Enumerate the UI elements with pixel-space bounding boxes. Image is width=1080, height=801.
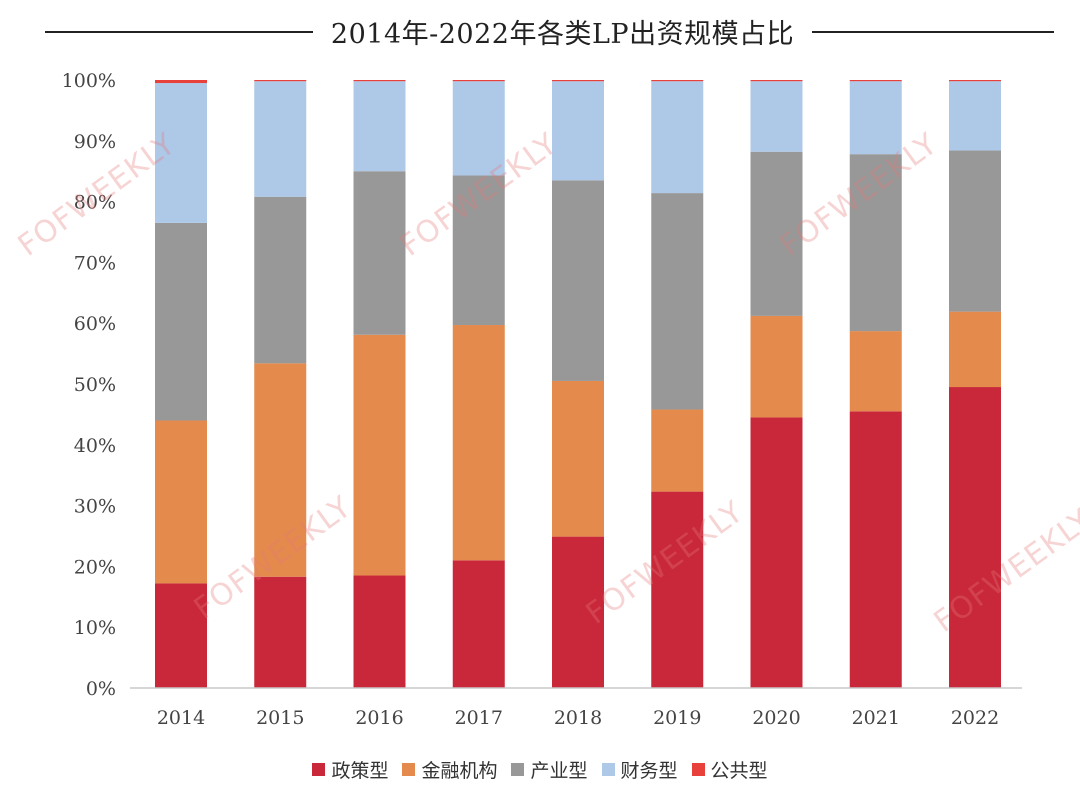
bar-segment (552, 80, 604, 82)
x-tick-label: 2014 (157, 707, 205, 729)
bar-segment (651, 491, 704, 688)
y-tick-label: 100% (62, 70, 116, 92)
y-tick-label: 30% (74, 496, 116, 518)
legend-item: 公共型 (691, 756, 768, 783)
bar-group-2018 (552, 80, 604, 688)
legend-label: 产业型 (530, 760, 588, 782)
bar-segment (849, 80, 902, 82)
bar-group-2015 (254, 80, 307, 688)
bar-segment (651, 80, 704, 82)
legend-swatch (312, 763, 326, 776)
y-tick-label: 90% (74, 131, 116, 153)
bar-group-2014 (155, 80, 207, 688)
bar-segment (254, 80, 307, 82)
title-rule-right (812, 31, 1054, 33)
bar-segment (552, 536, 604, 688)
legend-swatch (511, 763, 525, 776)
y-tick-label: 10% (74, 617, 116, 639)
bar-segment (949, 387, 1001, 688)
title-bar: 2014年-2022年各类LP出资规模占比 (0, 0, 1080, 64)
bar-segment (155, 80, 207, 84)
legend-swatch (601, 763, 615, 776)
bar-segment (452, 81, 505, 176)
bar-group-2022 (949, 80, 1001, 688)
y-tick-label: 40% (74, 435, 116, 457)
x-tick-label: 2016 (355, 707, 403, 729)
bar-segment (651, 193, 704, 410)
x-tick-label: 2021 (852, 707, 900, 729)
bar-segment (353, 575, 406, 688)
bar-segment (949, 81, 1001, 151)
legend-label: 金融机构 (421, 760, 498, 782)
bar-segment (452, 560, 505, 688)
y-tick-label: 80% (74, 192, 116, 214)
bar-segment (254, 196, 307, 364)
bar-segment (849, 154, 902, 332)
bar-segment (452, 80, 505, 82)
bar-segment (254, 363, 307, 577)
title-rule-left (45, 31, 313, 33)
x-axis: 2014 2015 2016 2017 2018 2019 2020 2021 2022 (157, 707, 999, 729)
bar-segment (155, 420, 207, 584)
bar-segment (552, 180, 604, 381)
chart-title: 2014年-2022年各类LP出资规模占比 (330, 19, 795, 50)
y-tick-label: 50% (74, 374, 116, 396)
x-tick-label: 2017 (455, 707, 503, 729)
legend-item: 政策型 (312, 756, 388, 783)
legend-label: 政策型 (331, 760, 389, 782)
bar-segment (254, 81, 307, 197)
legend-swatch (691, 763, 705, 776)
bar-segment (353, 334, 406, 576)
bar-segment (849, 411, 902, 688)
bar-groups (155, 80, 1001, 688)
bar-group-2017 (452, 80, 505, 688)
bar-segment (155, 83, 207, 223)
bar-segment (849, 81, 902, 155)
bar-segment (353, 171, 406, 335)
bar-segment (155, 583, 207, 688)
bar-segment (651, 409, 704, 492)
legend-swatch (402, 763, 416, 776)
x-tick-label: 2018 (554, 707, 602, 729)
legend: 政策型 金融机构 产业型 财务型 公共型 (0, 756, 1080, 783)
bar-segment (452, 325, 505, 561)
bar-segment (750, 81, 803, 152)
bar-segment (849, 331, 902, 412)
bar-group-2016 (353, 80, 406, 688)
legend-item: 财务型 (601, 756, 678, 783)
bar-segment (949, 311, 1001, 388)
bar-segment (452, 175, 505, 326)
legend-label: 财务型 (620, 760, 678, 782)
bar-segment (353, 80, 406, 82)
y-tick-label: 20% (74, 556, 116, 578)
bar-segment (254, 576, 307, 688)
bar-group-2020 (750, 80, 803, 688)
y-tick-label: 60% (74, 313, 116, 335)
bar-group-2019 (651, 80, 704, 688)
legend-item: 产业型 (511, 756, 588, 783)
bar-segment (651, 81, 704, 194)
bar-segment (750, 315, 803, 418)
bar-segment (949, 150, 1001, 312)
x-tick-label: 2015 (256, 707, 304, 729)
bar-segment (552, 81, 604, 181)
bar-segment (750, 417, 803, 688)
bar-segment (949, 80, 1001, 82)
x-tick-label: 2022 (951, 707, 999, 729)
bar-segment (353, 81, 406, 172)
bar-segment (155, 222, 207, 421)
y-axis: 0% 10% 20% 30% 40% 50% 60% 70% 80% 90% 100% (62, 70, 116, 700)
y-tick-label: 70% (74, 252, 116, 274)
stacked-bar-chart: 0%10%20%30%40%50%60%70%80%90%100% 2014 20… (62, 70, 1022, 729)
y-tick-label: 0% (86, 678, 116, 700)
x-tick-label: 2020 (752, 707, 800, 729)
bar-segment (750, 80, 803, 82)
legend-item: 金融机构 (402, 756, 497, 783)
bar-group-2021 (849, 80, 902, 688)
legend-label: 公共型 (710, 760, 768, 782)
bar-segment (750, 151, 803, 316)
bar-segment (552, 380, 604, 537)
x-tick-label: 2019 (653, 707, 701, 729)
